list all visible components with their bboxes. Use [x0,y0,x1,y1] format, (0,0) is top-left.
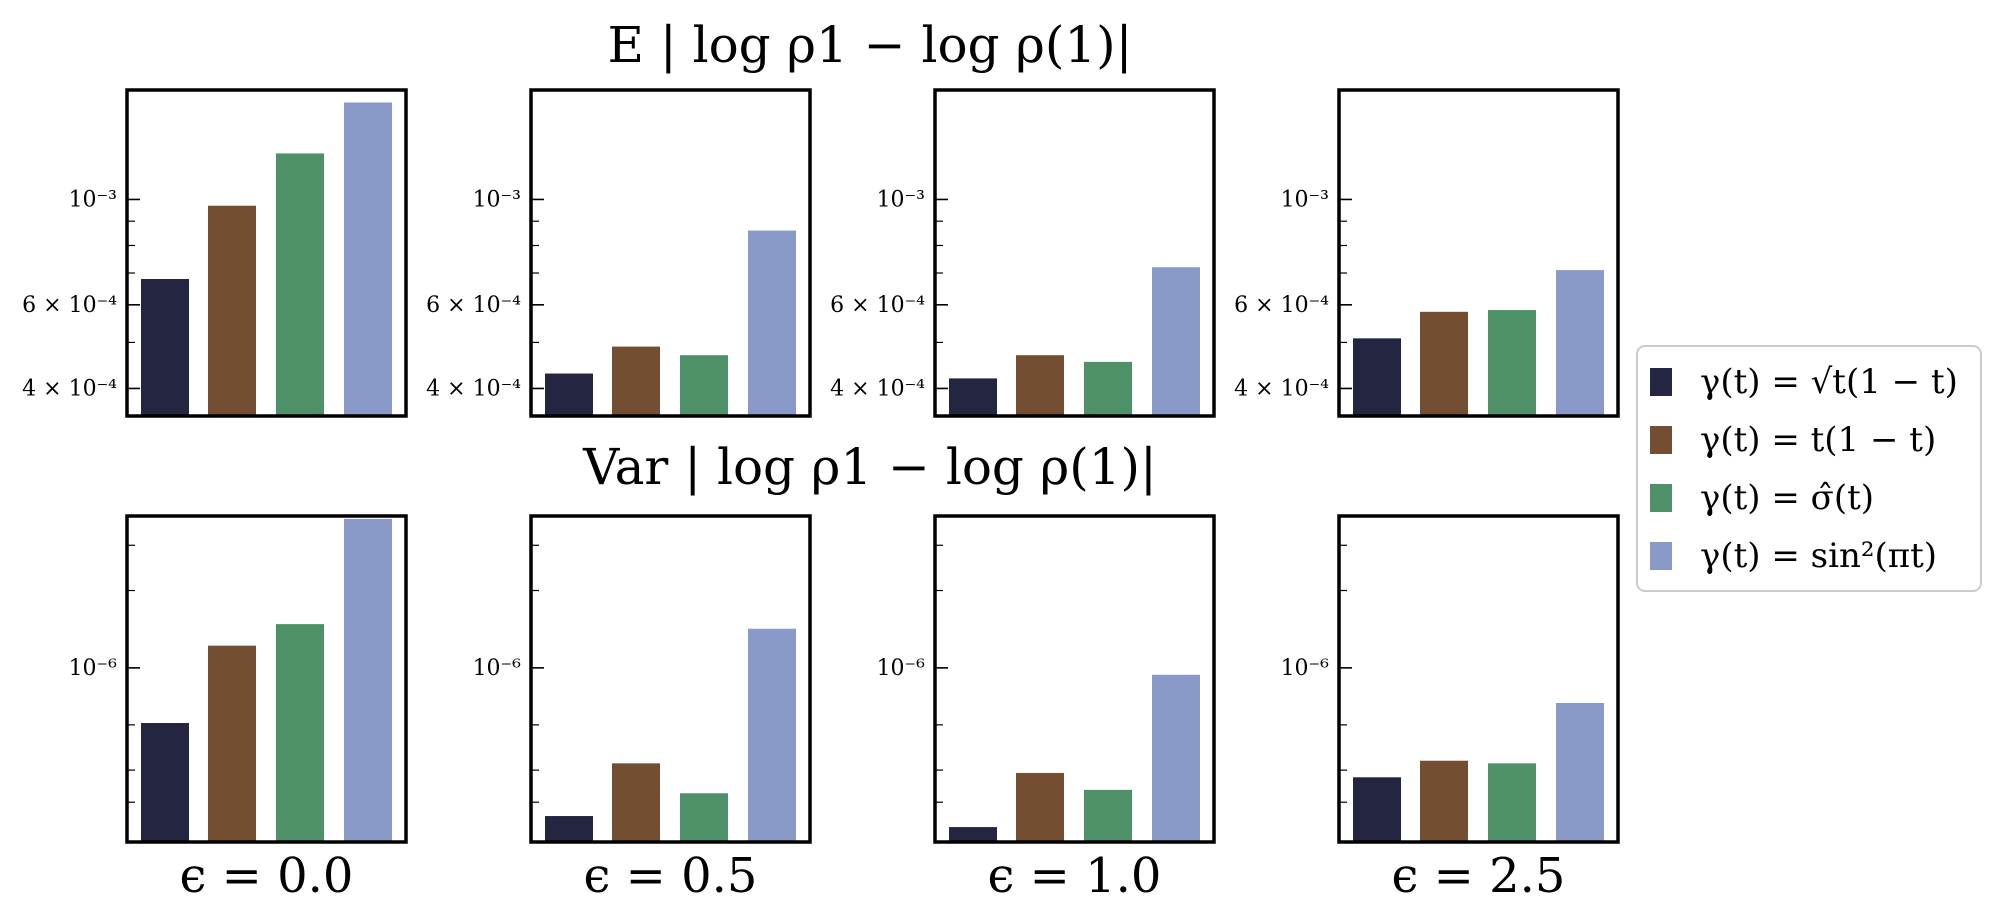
bar [612,346,660,416]
bar [1016,772,1064,842]
y-tick-label: 4 × 10⁻⁴ [426,376,521,401]
bar [1420,760,1468,842]
bar [1084,361,1132,416]
bar [949,827,997,842]
bar [545,816,593,842]
y-tick-label: 6 × 10⁻⁴ [22,293,117,318]
bar [141,723,189,842]
panel-frame [529,514,812,844]
bar [1152,674,1200,842]
y-tick-label: 4 × 10⁻⁴ [830,376,925,401]
bar [1556,270,1604,416]
bar [1556,702,1604,842]
y-tick-label: 10⁻⁶ [473,656,522,681]
y-tick-label: 10⁻⁶ [69,656,118,681]
legend-label: γ(t) = sin²(πt) [1700,536,1937,576]
bar [344,518,392,842]
y-tick-label: 10⁻³ [473,187,521,212]
bar [208,205,256,416]
y-tick-label: 10⁻³ [69,187,117,212]
bar [680,355,728,416]
panel-frame [933,88,1216,418]
panel-frame [125,88,408,418]
panel-frame [125,514,408,844]
y-tick-label: 10⁻⁶ [1281,656,1330,681]
legend-label: γ(t) = t(1 − t) [1700,420,1936,460]
bar [208,645,256,842]
bar [680,793,728,842]
bar [141,279,189,416]
legend-swatch [1650,426,1672,454]
panel-frame [529,88,812,418]
y-tick-label: 10⁻³ [877,187,925,212]
bar [1420,311,1468,416]
legend-label: γ(t) = √t(1 − t) [1700,362,1958,402]
y-tick-label: 10⁻⁶ [877,656,926,681]
y-tick-label: 10⁻³ [1281,187,1329,212]
bar [1488,310,1536,416]
y-tick-label: 6 × 10⁻⁴ [1234,293,1329,318]
legend-swatch [1650,368,1672,396]
legend-swatch [1650,542,1672,570]
y-tick-label: 6 × 10⁻⁴ [426,293,521,318]
bar [1084,789,1132,842]
bar [748,628,796,842]
legend-label: γ(t) = σ̂(t) [1700,478,1874,518]
bar [545,373,593,416]
bar [1488,763,1536,842]
bar [949,378,997,416]
bar [1353,777,1401,842]
epsilon-label: ϵ = 0.5 [584,848,758,904]
row-title: Var | log ρ1 − log ρ(1)| [582,438,1157,496]
bar [1152,267,1200,416]
panel-frame [933,514,1216,844]
y-tick-label: 6 × 10⁻⁴ [830,293,925,318]
bar [748,230,796,416]
bar [1016,355,1064,416]
bar [276,624,324,842]
bar [612,763,660,842]
row-title: E | log ρ1 − log ρ(1)| [607,16,1132,74]
y-tick-label: 4 × 10⁻⁴ [1234,376,1329,401]
panel-frame [1337,88,1620,418]
epsilon-label: ϵ = 2.5 [1392,848,1566,904]
bar [276,153,324,416]
epsilon-label: ϵ = 0.0 [180,848,354,904]
bar [344,102,392,416]
panel-frame [1337,514,1620,844]
y-tick-label: 4 × 10⁻⁴ [22,376,117,401]
epsilon-label: ϵ = 1.0 [988,848,1162,904]
bar [1353,338,1401,416]
legend-swatch [1650,484,1672,512]
legend-box [1636,345,1982,592]
